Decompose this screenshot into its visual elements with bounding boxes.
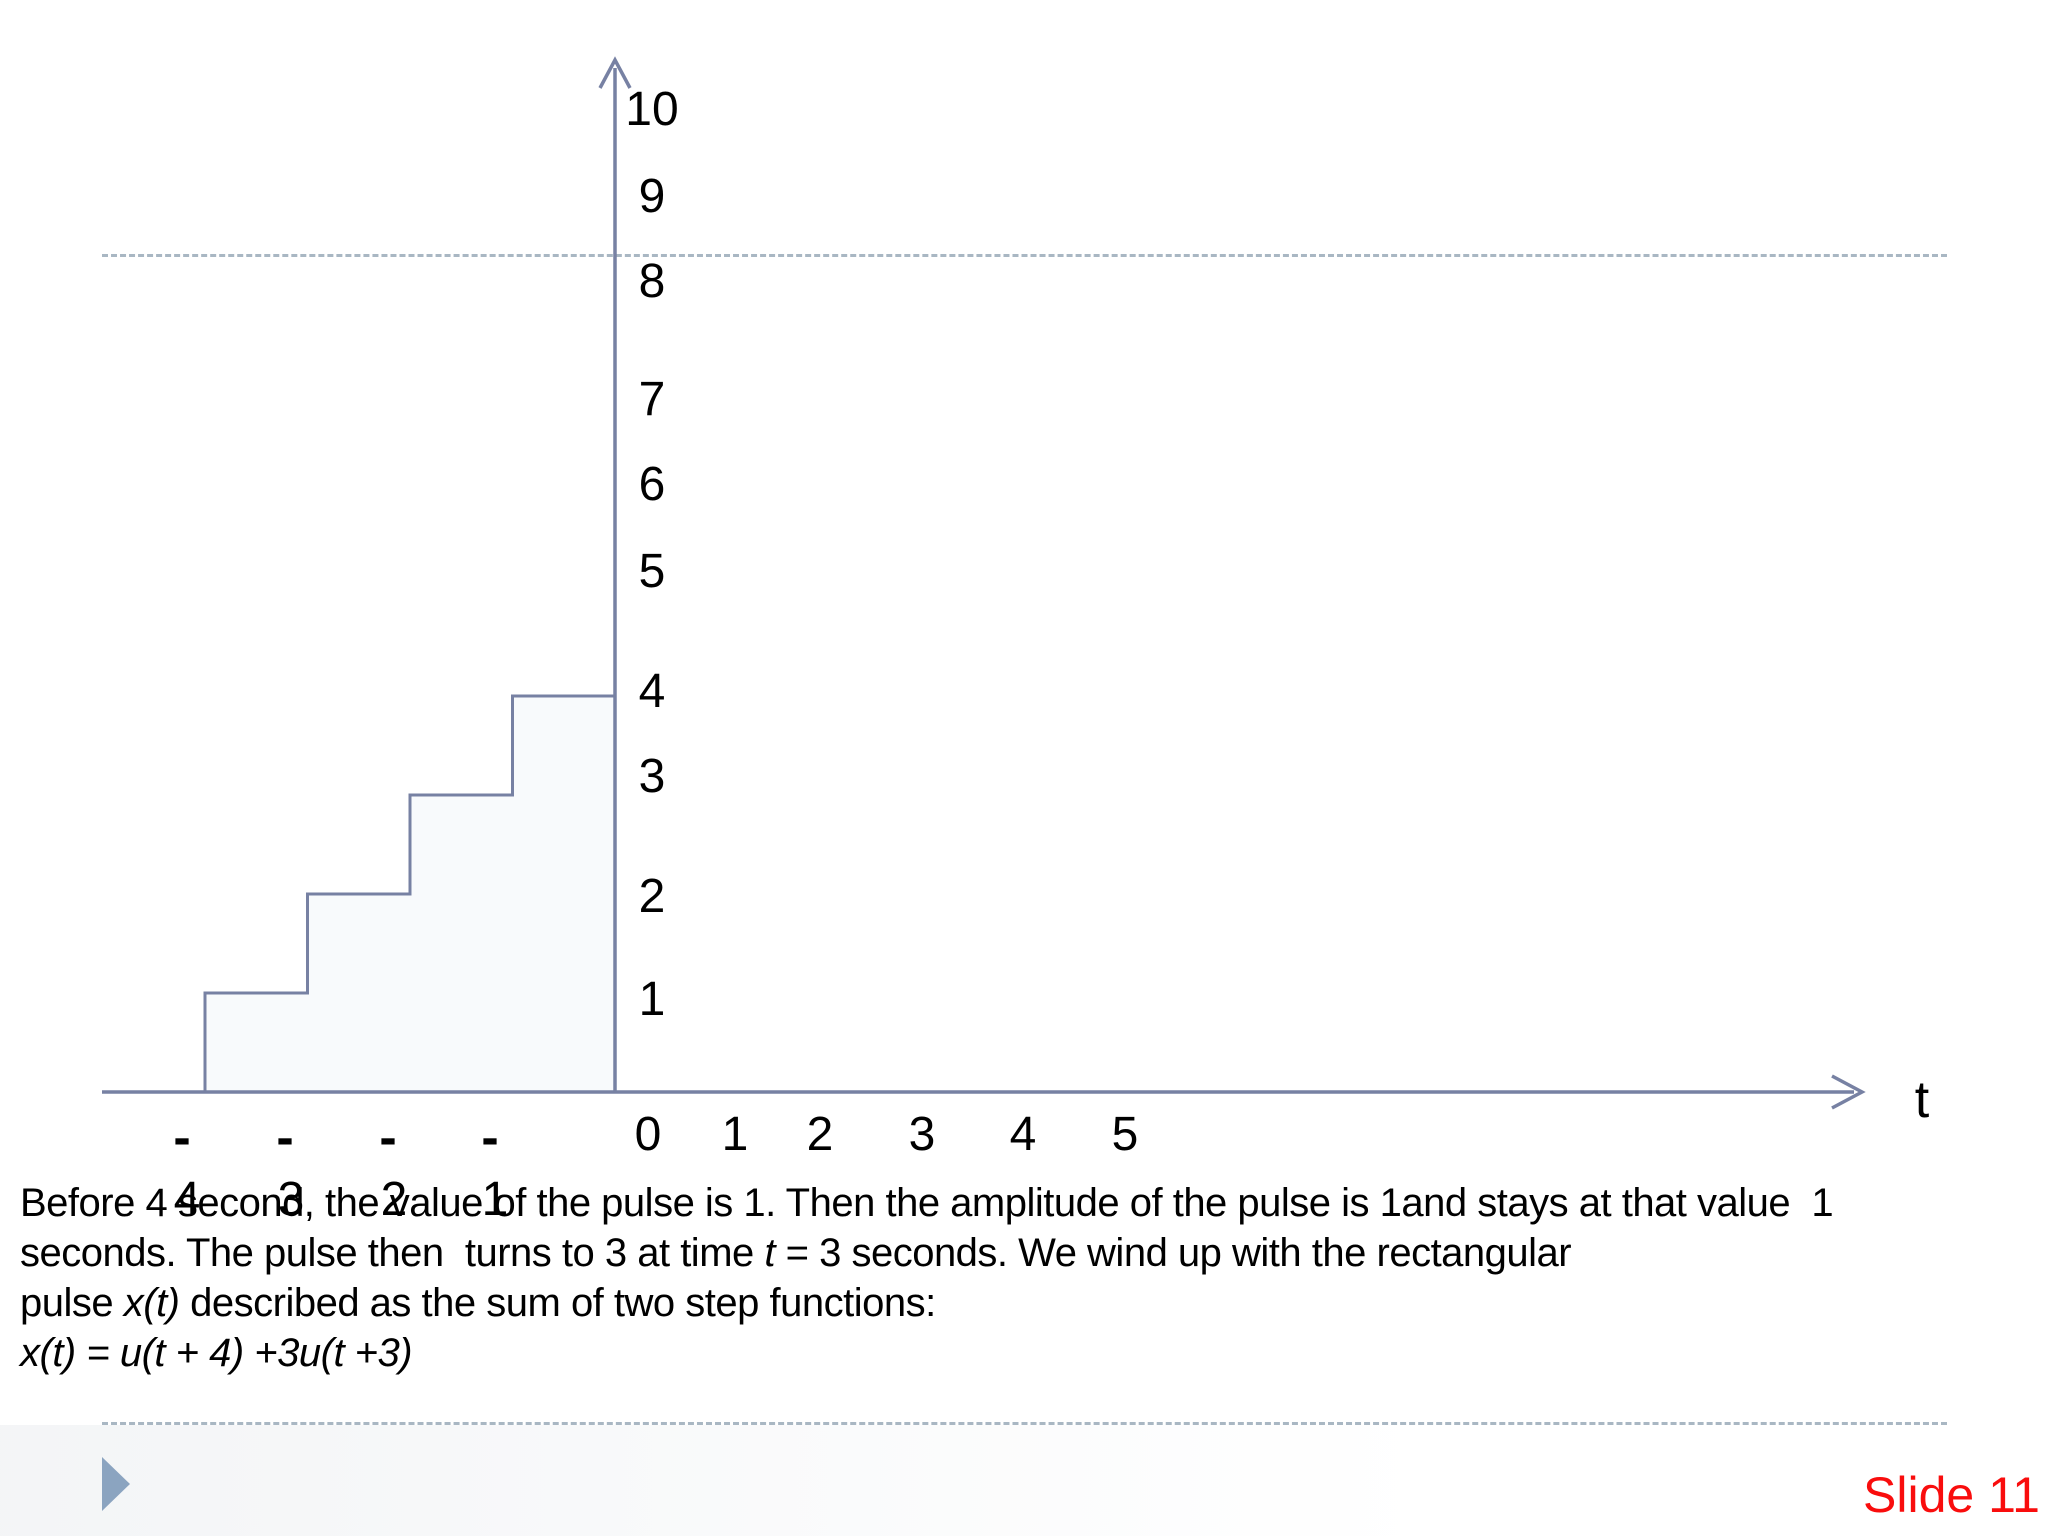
y-axis-label: 8	[638, 255, 666, 308]
y-axis-label: 2	[638, 870, 666, 923]
paragraph-line: x(t) = u(t + 4) +3u(t +3)	[20, 1328, 2035, 1378]
staircase-line	[203, 694, 615, 1092]
paragraph-run-italic: x(t) = u(t + 4) +3u(t +3)	[20, 1331, 413, 1375]
y-axis-label: 9	[638, 170, 666, 223]
x-axis-title: t	[1914, 1071, 1930, 1129]
x-axis-negative-digit: 2	[380, 1173, 408, 1226]
paragraph-run-italic: x(t)	[123, 1281, 180, 1325]
y-axis-arrowhead	[598, 56, 632, 89]
paragraph-run: Before 4 second, the value of the pulse …	[20, 1181, 1834, 1225]
x-axis-negative-digit: 1	[481, 1173, 509, 1226]
top-divider-line	[102, 254, 1947, 257]
y-axis-label: 7	[638, 373, 666, 426]
x-axis-label: 1	[721, 1108, 749, 1161]
body-text: Before 4 second, the value of the pulse …	[20, 1178, 2035, 1378]
paragraph-line: Before 4 second, the value of the pulse …	[20, 1178, 2035, 1228]
paragraph-run: pulse	[20, 1281, 124, 1325]
x-axis-label: 0	[634, 1108, 662, 1161]
y-axis-label: 1	[638, 973, 666, 1026]
bottom-divider-line	[102, 1422, 1947, 1425]
x-axis-negative-minus: -	[276, 1109, 294, 1167]
paragraph-run: = 3 seconds. We wind up with the rectang…	[775, 1231, 1572, 1275]
paragraph-run: described as the sum of two step functio…	[179, 1281, 936, 1325]
paragraph-run: seconds. The pulse then turns to 3 at ti…	[20, 1231, 765, 1275]
slide-number: Slide 11	[1863, 1467, 2040, 1523]
x-axis-negative-digit: 3	[277, 1173, 305, 1226]
bullet-triangle-icon	[102, 1457, 130, 1511]
y-axis-label: 3	[638, 750, 666, 803]
x-axis-negative-minus: -	[379, 1109, 397, 1167]
x-axis-negative-minus: -	[173, 1109, 191, 1167]
paragraph-line: pulse x(t) described as the sum of two s…	[20, 1278, 2035, 1328]
paragraph-line: seconds. The pulse then turns to 3 at ti…	[20, 1228, 2035, 1278]
x-axis-arrowhead	[1831, 1074, 1866, 1110]
y-axis-label: 10	[625, 83, 679, 136]
x-axis-negative-digit: 4	[173, 1173, 201, 1226]
y-axis-label: 6	[638, 458, 666, 511]
paragraph-run-italic: t	[764, 1231, 775, 1275]
y-axis-label: 5	[638, 545, 666, 598]
x-axis-negative-minus: -	[481, 1109, 499, 1167]
x-axis-label: 5	[1111, 1108, 1139, 1161]
x-axis-label: 2	[806, 1108, 834, 1161]
x-axis-label: 3	[908, 1108, 936, 1161]
x-axis-label: 4	[1009, 1108, 1037, 1161]
y-axis-label: 4	[638, 665, 666, 718]
